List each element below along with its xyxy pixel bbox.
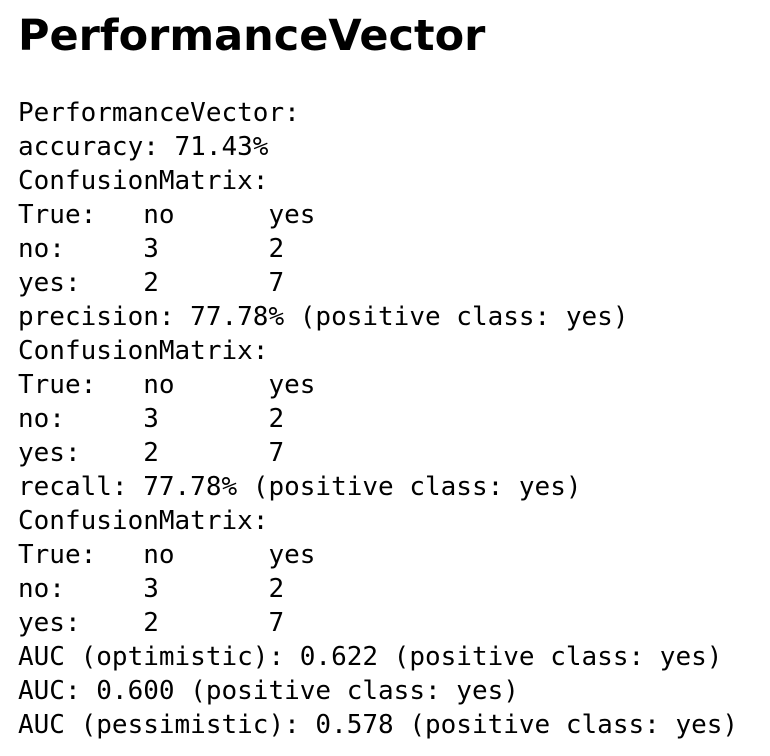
output-line: no: 3 2 (18, 574, 285, 604)
output-line: PerformanceVector: (18, 98, 300, 128)
title: PerformanceVector (18, 11, 486, 61)
output-line: precision: 77.78% (positive class: yes) (18, 302, 629, 332)
output-line: True: no yes (18, 200, 316, 230)
performance-output: PerformanceVector: accuracy: 71.43% Confus… (18, 96, 738, 742)
output-line: accuracy: 71.43% (18, 132, 269, 162)
output-line: no: 3 2 (18, 234, 285, 264)
output-line: yes: 2 7 (18, 438, 285, 468)
output-line: ConfusionMatrix: (18, 506, 269, 536)
output-line: no: 3 2 (18, 404, 285, 434)
output-line: recall: 77.78% (positive class: yes) (18, 472, 582, 502)
output-line: ConfusionMatrix: (18, 166, 269, 196)
output-line: True: no yes (18, 540, 316, 570)
output-line: AUC (pessimistic): 0.578 (positive class… (18, 710, 739, 740)
output-line: True: no yes (18, 370, 316, 400)
output-line: ConfusionMatrix: (18, 336, 269, 366)
output-line: yes: 2 7 (18, 268, 285, 298)
output-line: AUC: 0.600 (positive class: yes) (18, 676, 519, 706)
output-line: AUC (optimistic): 0.622 (positive class:… (18, 642, 723, 672)
output-line: yes: 2 7 (18, 608, 285, 638)
